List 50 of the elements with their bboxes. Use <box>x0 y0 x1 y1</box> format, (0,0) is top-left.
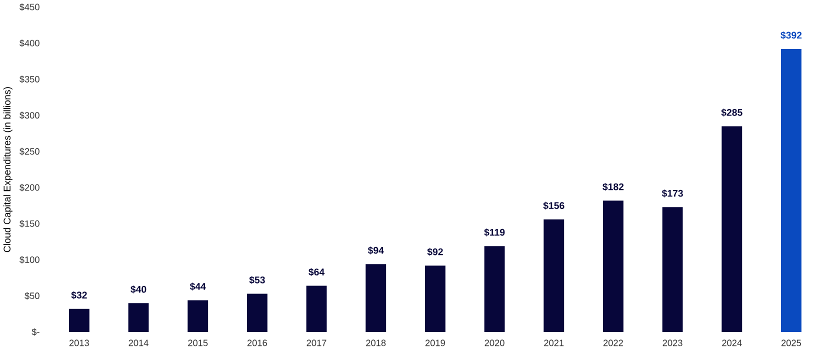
data-label: $182 <box>602 183 624 192</box>
y-tick-label: $300 <box>20 112 40 120</box>
bar <box>188 300 208 332</box>
bar <box>544 220 564 332</box>
x-tick-label: 2016 <box>247 340 267 346</box>
x-tick-label: 2024 <box>722 340 742 346</box>
y-tick-label: $350 <box>20 76 40 84</box>
bar <box>366 264 386 332</box>
x-tick-label: 2022 <box>603 340 623 346</box>
x-tick-label: 2014 <box>128 340 148 346</box>
data-label: $285 <box>721 108 742 117</box>
data-label: $94 <box>368 246 384 255</box>
y-tick-label: $- <box>32 328 40 336</box>
x-tick-label: 2015 <box>188 340 208 346</box>
y-tick-label: $250 <box>20 148 40 156</box>
x-tick-label: 2017 <box>306 340 326 346</box>
bar <box>246 294 268 332</box>
bar <box>68 309 90 332</box>
y-tick-label: $150 <box>20 220 40 228</box>
y-tick-label: $450 <box>20 4 40 12</box>
bar <box>781 49 802 332</box>
y-axis-title: Cloud Capital Expenditures (in billions) <box>3 87 12 252</box>
data-label: $64 <box>308 268 325 276</box>
y-tick-label: $400 <box>20 40 40 48</box>
y-tick-label: $100 <box>20 256 40 264</box>
bar <box>128 303 149 332</box>
x-tick-label: 2013 <box>69 340 89 346</box>
bar <box>424 266 446 332</box>
x-tick-label: 2018 <box>366 340 386 346</box>
x-tick-label: 2025 <box>781 340 802 346</box>
data-label: $173 <box>662 190 683 198</box>
y-tick-label: $200 <box>20 184 40 192</box>
bar <box>662 207 683 332</box>
data-label: $119 <box>484 228 505 237</box>
x-tick-label: 2020 <box>484 340 504 346</box>
y-tick-label: $50 <box>24 292 40 300</box>
x-tick-label: 2021 <box>544 340 564 346</box>
data-label: $44 <box>190 282 206 291</box>
data-label: $92 <box>427 248 443 256</box>
data-label: $40 <box>130 286 146 294</box>
data-label: $53 <box>249 276 265 284</box>
bar <box>722 126 742 332</box>
bar <box>602 200 624 332</box>
data-label: $392 <box>780 32 802 40</box>
x-tick-label: 2019 <box>425 340 445 346</box>
data-label: $32 <box>71 291 87 300</box>
bar <box>306 286 327 332</box>
bar <box>484 246 505 332</box>
x-tick-label: 2023 <box>662 340 682 346</box>
data-label: $156 <box>543 202 564 210</box>
